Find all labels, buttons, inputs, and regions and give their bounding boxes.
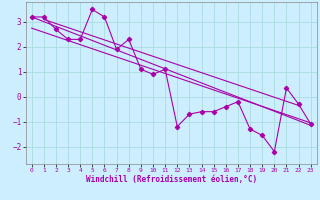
X-axis label: Windchill (Refroidissement éolien,°C): Windchill (Refroidissement éolien,°C) <box>86 175 257 184</box>
